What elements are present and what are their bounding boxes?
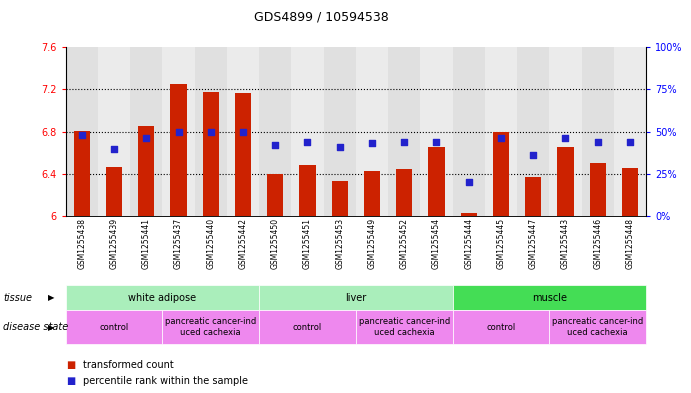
Bar [558, 147, 574, 216]
Point [76, 132, 87, 138]
Point [205, 129, 216, 135]
Bar [98, 47, 130, 216]
Text: GDS4899 / 10594538: GDS4899 / 10594538 [254, 11, 389, 24]
Bar [332, 181, 348, 216]
Bar [517, 47, 549, 216]
Text: disease state: disease state [3, 322, 68, 332]
Bar [493, 132, 509, 216]
Point [238, 129, 249, 135]
Point [269, 142, 281, 148]
Point [431, 139, 442, 145]
Bar [453, 47, 485, 216]
Bar [106, 167, 122, 216]
Bar [364, 171, 380, 216]
Text: pancreatic cancer-ind
uced cachexia: pancreatic cancer-ind uced cachexia [165, 318, 256, 337]
Text: ■: ■ [66, 360, 75, 371]
Text: transformed count: transformed count [83, 360, 173, 371]
Bar [428, 147, 444, 216]
Text: liver: liver [346, 293, 366, 303]
Bar [66, 47, 98, 216]
Point [108, 145, 120, 152]
Bar [461, 213, 477, 216]
Bar [162, 47, 195, 216]
Text: control: control [100, 323, 129, 332]
Bar [171, 84, 187, 216]
Bar [259, 47, 292, 216]
Bar [227, 47, 259, 216]
Point [366, 140, 377, 147]
Bar [74, 130, 90, 216]
Point [302, 139, 313, 145]
Point [560, 135, 571, 141]
Point [173, 129, 184, 135]
Bar [195, 47, 227, 216]
Text: white adipose: white adipose [129, 293, 196, 303]
Bar [356, 47, 388, 216]
Text: muscle: muscle [532, 293, 567, 303]
Bar [292, 47, 323, 216]
Point [495, 135, 507, 141]
Text: ▶: ▶ [48, 323, 55, 332]
Bar [138, 127, 154, 216]
Point [141, 135, 152, 141]
Text: control: control [293, 323, 322, 332]
Text: ▶: ▶ [48, 293, 55, 302]
Bar [525, 177, 541, 216]
Text: pancreatic cancer-ind
uced cachexia: pancreatic cancer-ind uced cachexia [552, 318, 643, 337]
Point [334, 144, 346, 150]
Text: ■: ■ [66, 376, 75, 386]
Bar [388, 47, 420, 216]
Text: control: control [486, 323, 515, 332]
Bar [396, 169, 413, 216]
Bar [202, 92, 219, 216]
Bar [299, 165, 316, 216]
Text: pancreatic cancer-ind
uced cachexia: pancreatic cancer-ind uced cachexia [359, 318, 450, 337]
Bar [235, 93, 251, 216]
Text: percentile rank within the sample: percentile rank within the sample [83, 376, 248, 386]
Text: tissue: tissue [3, 293, 32, 303]
Bar [614, 47, 646, 216]
Point [592, 139, 603, 145]
Point [625, 139, 636, 145]
Bar [130, 47, 162, 216]
Bar [589, 163, 606, 216]
Bar [323, 47, 356, 216]
Point [528, 152, 539, 158]
Bar [549, 47, 582, 216]
Point [463, 179, 474, 185]
Bar [267, 174, 283, 216]
Bar [582, 47, 614, 216]
Point [399, 139, 410, 145]
Bar [420, 47, 453, 216]
Bar [485, 47, 517, 216]
Bar [622, 167, 638, 216]
